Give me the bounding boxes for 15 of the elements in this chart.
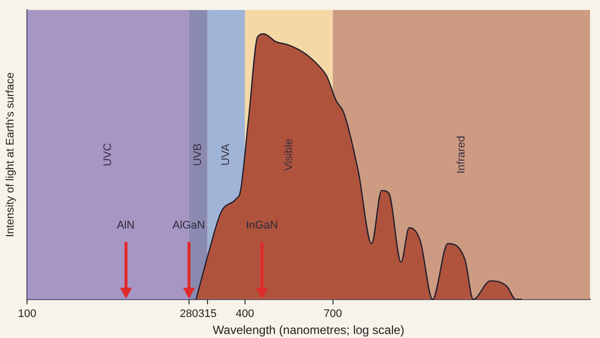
band-label: Infrared	[455, 136, 468, 174]
x-tick-label: 315	[198, 308, 217, 320]
x-axis-title: Wavelength (nanometres; log scale)	[212, 323, 404, 338]
band-label: UVA	[220, 143, 232, 166]
x-tick-label: 700	[324, 308, 342, 320]
x-tick-label: 400	[236, 308, 254, 320]
band-label: Visible	[282, 138, 295, 171]
annotation: InGaN	[246, 219, 278, 232]
annotation: AlN	[116, 219, 135, 232]
x-tick-label: 100	[18, 308, 36, 320]
band-label: UVC	[102, 143, 114, 166]
y-axis-title: Intensity of light at Earth's surface	[4, 72, 17, 238]
band-label: UVB	[192, 143, 204, 166]
annotation: AlGaN	[172, 219, 205, 232]
x-tick-label: 280	[180, 308, 198, 320]
